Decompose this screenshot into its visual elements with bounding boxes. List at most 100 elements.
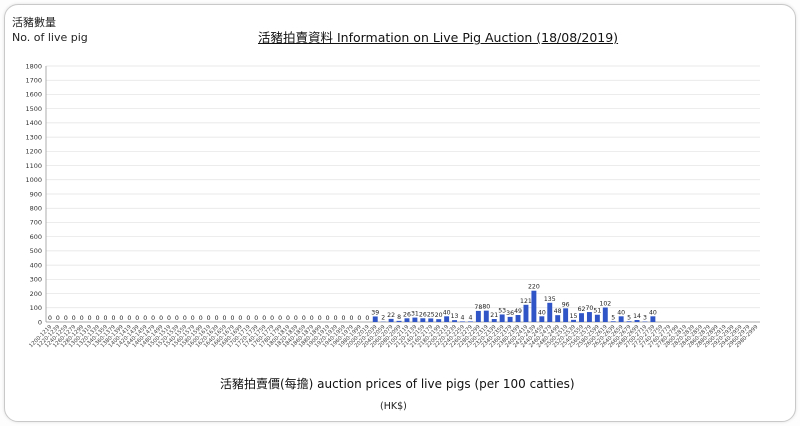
data-label: 13 <box>451 313 459 320</box>
bar <box>571 319 577 322</box>
data-label: 0 <box>56 315 60 322</box>
data-label: 0 <box>294 315 298 322</box>
bar <box>388 318 394 322</box>
data-label: 135 <box>544 296 556 303</box>
data-label: 0 <box>342 315 346 322</box>
bar <box>483 310 489 322</box>
y-tick-label: 1400 <box>25 119 42 127</box>
y-tick-label: 100 <box>30 304 42 312</box>
y-tick-label: 500 <box>30 247 42 255</box>
data-label: 15 <box>570 313 578 320</box>
data-label: 0 <box>175 315 179 322</box>
data-label: 5 <box>627 314 631 321</box>
y-tick-label: 400 <box>30 261 42 269</box>
bar <box>602 307 608 322</box>
chart-title: 活豬拍賣資料 Information on Live Pig Auction (… <box>258 30 619 45</box>
bar <box>626 321 632 322</box>
bar <box>499 314 505 322</box>
bar <box>428 318 434 322</box>
bar <box>372 316 378 322</box>
data-label: 49 <box>514 308 522 315</box>
data-label: 48 <box>554 308 562 315</box>
y-tick-label: 1600 <box>25 91 42 99</box>
y-axis-label-english: No. of live pig <box>12 31 88 44</box>
bar <box>586 312 592 322</box>
y-tick-label: 1200 <box>25 148 42 156</box>
data-label: 80 <box>482 304 490 311</box>
bar <box>396 320 402 322</box>
data-label: 31 <box>411 311 419 318</box>
bar <box>515 315 521 322</box>
y-tick-label: 200 <box>30 290 42 298</box>
data-label: 0 <box>270 315 274 322</box>
data-label: 0 <box>302 315 306 322</box>
data-label: 0 <box>96 315 100 322</box>
data-label: 0 <box>143 315 147 322</box>
bar <box>491 319 497 322</box>
data-label: 0 <box>119 315 123 322</box>
y-tick-label: 1000 <box>25 176 42 184</box>
x-axis-unit: (HK$) <box>380 401 407 412</box>
data-label: 0 <box>365 315 369 322</box>
data-label: 0 <box>159 315 163 322</box>
data-label: 0 <box>262 315 266 322</box>
data-label: 0 <box>191 315 195 322</box>
data-label: 0 <box>111 315 115 322</box>
data-label: 121 <box>520 298 532 305</box>
data-label: 0 <box>223 315 227 322</box>
chart-frame <box>4 4 796 422</box>
data-label: 96 <box>562 301 570 308</box>
data-label: 25 <box>427 311 435 318</box>
data-label: 0 <box>334 315 338 322</box>
data-label: 220 <box>528 284 540 291</box>
y-axis-label-chinese: 活豬數量 <box>12 16 56 29</box>
data-label: 36 <box>506 310 514 317</box>
data-label: 0 <box>286 315 290 322</box>
y-tick-label: 900 <box>30 190 42 198</box>
data-label: 5 <box>611 314 615 321</box>
bar <box>444 316 450 322</box>
data-label: 0 <box>238 315 242 322</box>
x-axis-label: 活豬拍賣價(每擔) auction prices of live pigs (p… <box>220 377 575 391</box>
data-label: 0 <box>246 315 250 322</box>
bar <box>618 316 624 322</box>
data-label: 78 <box>474 304 482 311</box>
data-label: 0 <box>326 315 330 322</box>
data-label: 0 <box>357 315 361 322</box>
bar <box>579 313 584 322</box>
y-tick-label: 1100 <box>25 162 42 170</box>
y-tick-label: 700 <box>30 219 42 227</box>
data-label: 70 <box>585 305 593 312</box>
data-label: 4 <box>468 314 472 321</box>
bar <box>610 321 616 322</box>
data-label: 0 <box>127 315 131 322</box>
bar <box>467 321 473 322</box>
data-label: 0 <box>167 315 171 322</box>
bar <box>531 290 537 322</box>
data-label: 26 <box>403 311 411 318</box>
data-label: 53 <box>498 307 506 314</box>
data-label: 0 <box>72 315 76 322</box>
bar <box>475 310 481 322</box>
y-tick-label: 1700 <box>25 77 42 85</box>
bar <box>523 304 529 322</box>
bar <box>539 316 545 322</box>
data-label: 0 <box>64 315 68 322</box>
data-label: 62 <box>578 306 586 313</box>
data-label: 0 <box>310 315 314 322</box>
data-label: 14 <box>633 313 641 320</box>
bar <box>650 316 656 322</box>
bar <box>420 318 426 322</box>
y-tick-label: 300 <box>30 276 42 284</box>
bar <box>452 320 458 322</box>
data-label: 0 <box>230 315 234 322</box>
bar <box>507 316 513 322</box>
data-label: 20 <box>435 312 443 319</box>
data-label: 51 <box>593 308 601 315</box>
y-tick-label: 1500 <box>25 105 42 113</box>
data-label: 3 <box>643 315 647 322</box>
data-label: 39 <box>371 309 379 316</box>
data-label: 21 <box>490 312 498 319</box>
